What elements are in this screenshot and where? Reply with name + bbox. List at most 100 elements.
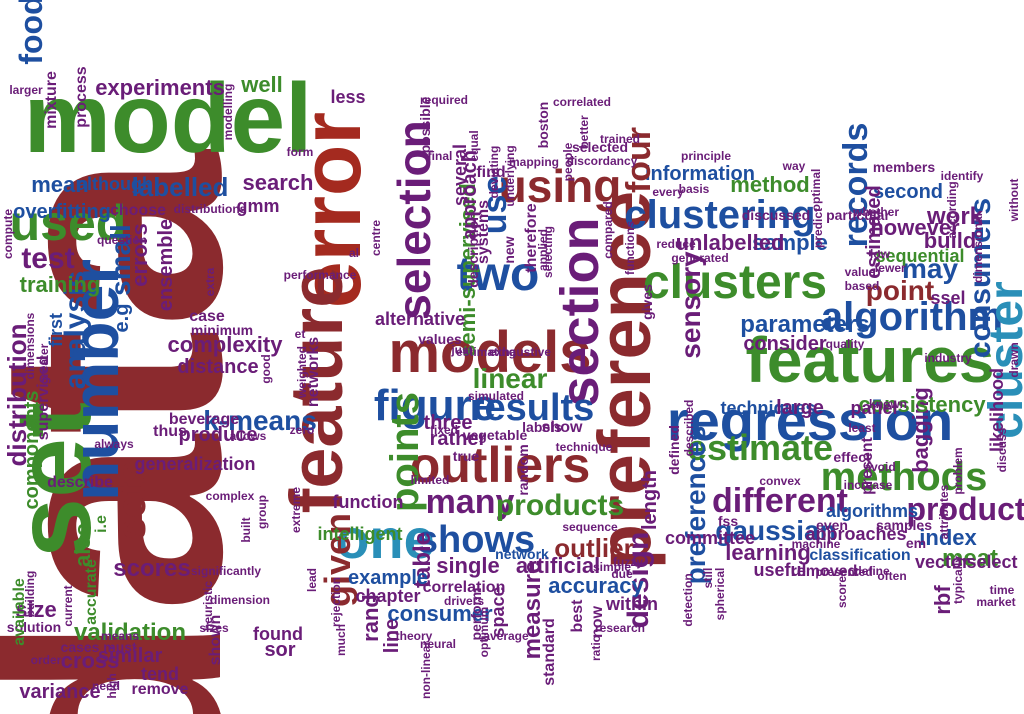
word-three: three — [424, 412, 473, 434]
word-estimated: estimated — [863, 185, 885, 278]
word-larger: larger — [9, 83, 43, 97]
word-even: even — [816, 517, 848, 533]
word-equal: equal — [467, 130, 481, 161]
word-et: et — [295, 327, 306, 341]
word-correlated: correlated — [553, 95, 611, 109]
word-quality: quality — [826, 337, 865, 351]
word-zero: zero — [290, 423, 315, 437]
word-possible: possible — [417, 96, 433, 153]
word-distribution: distribution — [2, 324, 32, 467]
word-cross: cross — [61, 648, 120, 673]
word-outlier: outlier — [554, 533, 633, 563]
word-fuzzy: fuzzy — [613, 555, 643, 569]
word-produce: produce — [179, 424, 258, 446]
word-size: size — [15, 597, 57, 622]
word-consider: consider — [743, 333, 827, 355]
word-alternative: alternative — [375, 309, 465, 329]
word-points: points — [383, 392, 427, 512]
word-number: number — [58, 259, 132, 501]
word-analysis: analysis — [59, 271, 92, 389]
word-cases: cases — [61, 639, 100, 655]
word-systems: systems — [475, 200, 492, 264]
word-generalization: generalization — [134, 454, 255, 474]
word-theory: theory — [396, 629, 433, 643]
word-high: high — [105, 673, 119, 698]
word-must: must — [103, 639, 137, 655]
word-modelling: modelling — [221, 84, 235, 141]
word-em: em — [906, 535, 926, 551]
word-distance: distance — [177, 356, 258, 378]
word-point: point — [866, 275, 934, 306]
word-effect: effect — [833, 449, 871, 465]
word-centre: centre — [369, 220, 383, 256]
word-much: much — [334, 624, 348, 656]
word-supervised: supervised — [35, 356, 52, 440]
word-heuristic: heuristic — [201, 581, 215, 631]
word-length: length — [639, 470, 661, 530]
word-present: present — [859, 436, 876, 494]
word-distributions: distributions — [174, 202, 247, 216]
word-samples: samples — [876, 517, 932, 533]
word-underlying: underlying — [503, 145, 517, 206]
word-rejection: rejection — [329, 577, 343, 627]
word-without: without — [1007, 179, 1021, 223]
word-first: first — [46, 313, 66, 347]
word-based: based — [845, 279, 880, 293]
word-better: better — [577, 115, 591, 149]
word-likelihood: likelihood — [987, 368, 1007, 452]
word-selecting: selecting — [541, 226, 555, 278]
word-variance: variance — [19, 681, 100, 703]
word-gives: gives — [639, 284, 655, 320]
word-scores: scores — [113, 555, 190, 582]
word-preferences: preferences — [680, 426, 711, 585]
word-classification: classification — [809, 547, 910, 564]
word-optimal: optimal — [809, 169, 823, 212]
word-four: four — [620, 127, 658, 193]
word-different: different — [712, 482, 848, 520]
word-now: now — [589, 605, 606, 638]
word-dimensional: dimensional — [971, 213, 985, 283]
word-network: network — [495, 546, 549, 562]
word-detection: detection — [681, 573, 695, 626]
word-semi-supervised: semi-supervised — [455, 183, 480, 357]
word-second: second — [873, 181, 943, 203]
word-accuracy: accuracy — [548, 573, 644, 598]
word-discuss: discuss — [995, 427, 1009, 472]
word-final: final — [428, 149, 453, 163]
word-functions: functions — [623, 221, 637, 275]
word-work: work — [926, 203, 984, 230]
word-shows: shows — [417, 519, 535, 561]
word-minimum: minimum — [191, 322, 253, 338]
word-gmm: gmm — [236, 196, 279, 216]
word-applied: applied — [536, 229, 550, 271]
word-set: set — [0, 402, 113, 558]
word-dimensions: dimensions — [23, 312, 37, 379]
word-also: also — [70, 523, 95, 567]
word-due: due — [611, 567, 633, 581]
word-build: build — [924, 228, 977, 253]
word-value: value — [845, 265, 876, 279]
word-mapping: mapping — [509, 155, 559, 169]
word-least: least — [848, 421, 875, 435]
word-show: show — [542, 419, 583, 436]
word-good: good — [259, 354, 273, 383]
word-ssel: ssel — [930, 288, 965, 308]
word-sets: sets — [110, 460, 154, 540]
word-increase: increase — [844, 478, 893, 492]
word-data: data — [0, 149, 288, 714]
word-basis: basis — [679, 182, 710, 196]
word-mean: mean — [31, 172, 88, 197]
word-estimating: estimating — [456, 345, 516, 359]
word-average: average — [483, 629, 529, 643]
word-market: market — [976, 595, 1015, 609]
word-labelled: labelled — [132, 172, 229, 202]
word-compute: compute — [1, 209, 15, 259]
word-sor: sor — [264, 639, 295, 661]
word-avoid: avoid — [864, 460, 895, 474]
word-clusters: clusters — [643, 256, 827, 309]
word-model: model — [24, 63, 313, 173]
word-score: score — [835, 576, 849, 608]
word-still: still — [701, 568, 715, 589]
word-approaches: approaches — [805, 524, 906, 544]
word-may: may — [902, 253, 958, 284]
